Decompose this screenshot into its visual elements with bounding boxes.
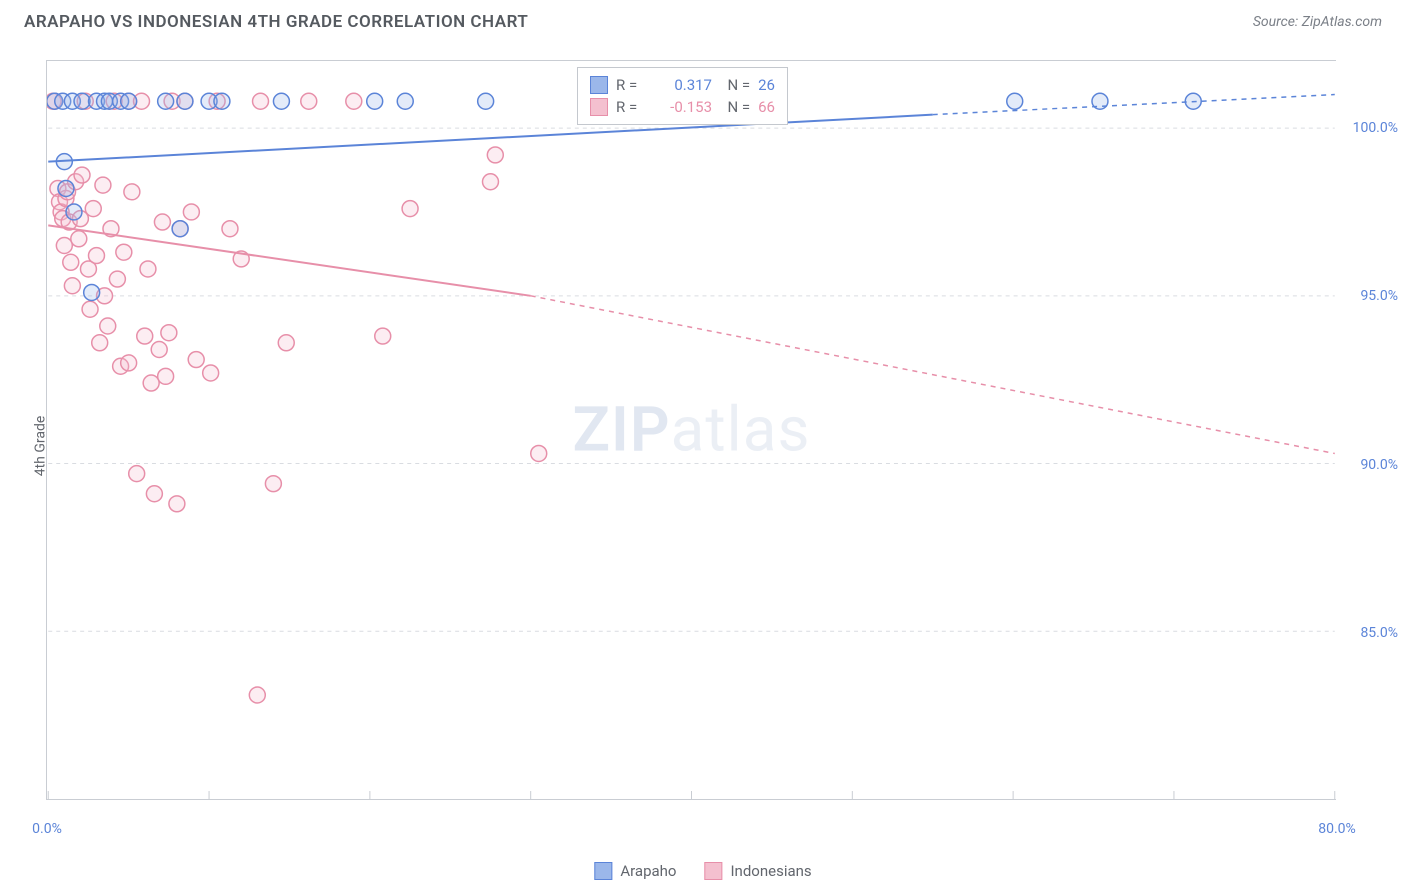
r-label: R = [616, 76, 650, 94]
swatch-arapaho [590, 76, 608, 94]
n-value-indonesians: 66 [758, 98, 775, 116]
x-tick-label: 0.0% [32, 821, 62, 837]
source-label: Source: ZipAtlas.com [1253, 14, 1382, 30]
chart-title: ARAPAHO VS INDONESIAN 4TH GRADE CORRELAT… [24, 12, 528, 32]
y-tick-label: 90.0% [1360, 457, 1398, 473]
legend-label-indonesians: Indonesians [730, 862, 811, 880]
chart-area: R = 0.317 N = 26 R = -0.153 N = 66 ZIPat… [46, 60, 1336, 800]
n-value-arapaho: 26 [758, 76, 775, 94]
correlation-legend: R = 0.317 N = 26 R = -0.153 N = 66 [577, 67, 788, 125]
swatch-arapaho [594, 862, 612, 880]
x-tick-label: 80.0% [1318, 821, 1356, 837]
n-label: N = [720, 98, 750, 116]
y-tick-label: 95.0% [1360, 288, 1398, 304]
bottom-legend: Arapaho Indonesians [594, 862, 811, 880]
r-value-indonesians: -0.153 [658, 98, 712, 116]
scatter-plot-svg [47, 61, 1336, 799]
y-tick-label: 85.0% [1360, 625, 1398, 641]
n-label: N = [720, 76, 750, 94]
legend-row-indonesians: R = -0.153 N = 66 [590, 96, 775, 118]
legend-label-arapaho: Arapaho [620, 862, 676, 880]
legend-item-indonesians: Indonesians [704, 862, 811, 880]
legend-item-arapaho: Arapaho [594, 862, 676, 880]
r-label: R = [616, 98, 650, 116]
swatch-indonesians [590, 98, 608, 116]
legend-row-arapaho: R = 0.317 N = 26 [590, 74, 775, 96]
r-value-arapaho: 0.317 [658, 76, 712, 94]
swatch-indonesians [704, 862, 722, 880]
y-tick-label: 100.0% [1353, 120, 1398, 136]
